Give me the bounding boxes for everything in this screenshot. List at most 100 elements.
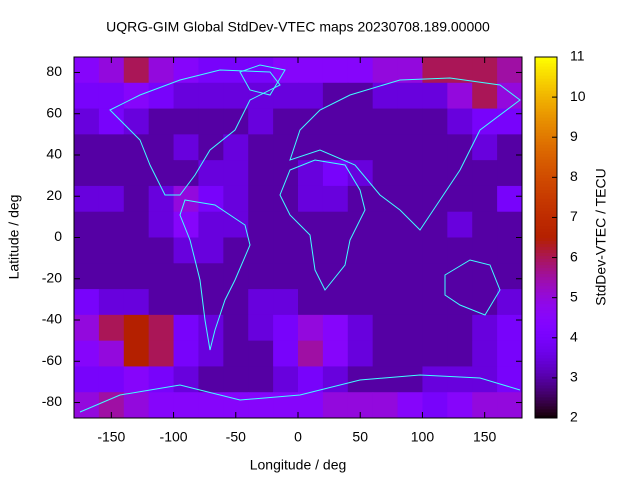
heatmap-cell	[372, 108, 399, 135]
heatmap-cell	[422, 263, 448, 290]
colorbar-step	[535, 357, 557, 362]
colorbar-step	[535, 126, 557, 130]
heatmap-cell	[74, 57, 100, 84]
heatmap-cell	[497, 134, 523, 161]
heatmap-cell	[298, 160, 324, 187]
heatmap-cell	[472, 211, 498, 238]
colorbar-step	[535, 267, 557, 272]
colorbar-step	[535, 318, 557, 323]
heatmap-cell	[98, 289, 125, 316]
heatmap-cell	[148, 392, 175, 419]
colorbar-step	[535, 273, 557, 278]
heatmap-cell	[123, 82, 150, 110]
colorbar-step	[535, 252, 557, 257]
heatmap-cell	[298, 263, 324, 290]
colorbar-step	[535, 291, 557, 296]
colorbar-step	[535, 216, 557, 220]
heatmap-cell	[347, 211, 374, 238]
heatmap-cell	[74, 160, 100, 187]
heatmap-cell	[198, 237, 224, 264]
heatmap-cell	[497, 211, 523, 238]
y-tick-label: -40	[42, 311, 62, 327]
heatmap-cell	[223, 289, 249, 316]
africa	[279, 159, 366, 291]
colorbar-step	[535, 168, 557, 172]
heatmap-cell	[472, 82, 498, 110]
heatmap-cell	[74, 263, 100, 290]
colorbar-step	[535, 366, 557, 371]
heatmap-cell	[273, 211, 299, 238]
colorbar-step	[535, 282, 557, 287]
heatmap-cell	[248, 340, 274, 367]
y-tick-label: 80	[46, 63, 62, 79]
heatmap-cell	[447, 314, 473, 342]
heatmap-cell	[148, 237, 175, 264]
heatmap-cell	[422, 237, 448, 264]
heatmap-cell	[248, 185, 274, 213]
heatmap-cell	[123, 314, 150, 342]
heatmap-cell	[347, 108, 374, 135]
colorbar-step	[535, 72, 557, 76]
heatmap-cell	[372, 237, 399, 264]
colorbar-tick-label: 10	[570, 88, 586, 104]
heatmap-cell	[298, 108, 324, 135]
colorbar-step	[535, 231, 557, 235]
heatmap-cell	[497, 392, 523, 419]
heatmap-cell	[497, 263, 523, 290]
x-axis-label: Longitude / deg	[250, 457, 347, 473]
heatmap-cell	[273, 314, 299, 342]
colorbar-step	[535, 270, 557, 275]
heatmap-cell	[223, 314, 249, 342]
colorbar-step	[535, 402, 557, 407]
heatmap-cell	[98, 108, 125, 135]
colorbar-tick-label: 9	[570, 128, 578, 144]
heatmap-cell	[298, 134, 324, 161]
colorbar-step	[535, 69, 557, 73]
heatmap-cell	[123, 392, 150, 419]
colorbar-step	[535, 84, 557, 88]
x-tick-label: -100	[160, 429, 188, 445]
heatmap-cell	[248, 211, 274, 238]
heatmap-cell	[422, 314, 448, 342]
y-tick-label: -20	[42, 269, 62, 285]
heatmap-cell	[223, 366, 249, 393]
heatmap-cell	[447, 108, 473, 135]
colorbar-step	[535, 342, 557, 347]
colorbar-step	[535, 213, 557, 217]
south-america	[179, 199, 251, 351]
colorbar-step	[535, 249, 557, 254]
colorbar-step	[535, 330, 557, 335]
colorbar-step	[535, 120, 557, 124]
colorbar-step	[535, 174, 557, 178]
heatmap-cell	[422, 340, 448, 367]
heatmap-cell	[422, 211, 448, 238]
heatmap-cell	[322, 108, 349, 135]
colorbar-step	[535, 246, 557, 251]
heatmap-cell	[223, 340, 249, 367]
y-tick-label: -60	[42, 352, 62, 368]
heatmap-cell	[472, 340, 498, 367]
colorbar-label: StdDev-VTEC / TECU	[593, 168, 609, 305]
colorbar-step	[535, 195, 557, 199]
coastlines	[79, 64, 521, 413]
heatmap-cell	[372, 211, 399, 238]
heatmap-cell	[248, 57, 274, 84]
heatmap-cell	[447, 82, 473, 110]
colorbar-step	[535, 354, 557, 359]
colorbar-step	[535, 75, 557, 79]
heatmap-cell	[397, 237, 423, 264]
heatmap-cell	[148, 340, 175, 367]
heatmap-cell	[322, 160, 349, 187]
heatmap-cell	[472, 314, 498, 342]
colorbar-tick-label: 11	[570, 48, 585, 64]
colorbar-step	[535, 414, 557, 419]
heatmap-cell	[198, 392, 224, 419]
heatmap-cell	[497, 366, 523, 393]
heatmap-cell	[74, 289, 100, 316]
heatmap	[74, 57, 523, 419]
heatmap-cell	[148, 289, 175, 316]
heatmap-cell	[273, 289, 299, 316]
heatmap-cell	[173, 108, 199, 135]
colorbar-step	[535, 378, 557, 383]
heatmap-cell	[397, 185, 423, 213]
